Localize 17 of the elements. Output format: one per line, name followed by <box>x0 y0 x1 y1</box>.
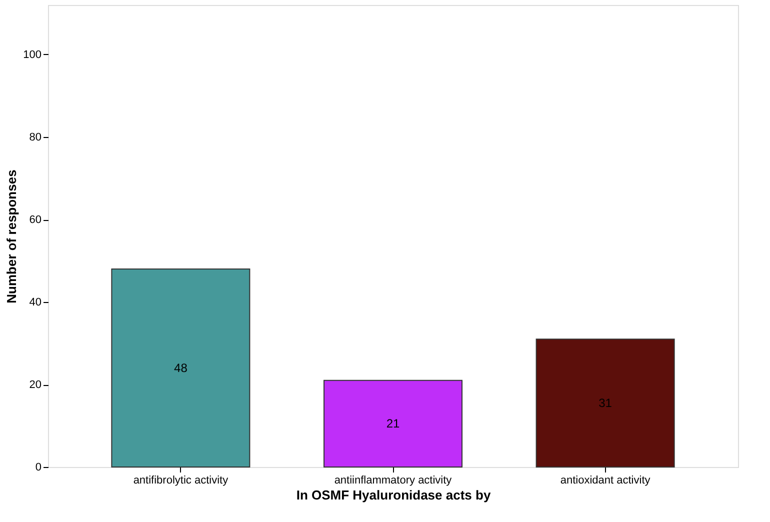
y-tick-label: 60 <box>29 214 42 226</box>
bar <box>536 338 675 468</box>
bar <box>111 268 250 468</box>
y-tick-label: 20 <box>29 379 42 391</box>
y-tick-label: 100 <box>23 49 42 61</box>
y-tick-label: 80 <box>29 132 42 144</box>
data-label: 31 <box>598 396 612 410</box>
y-tick-label: 0 <box>35 462 42 474</box>
x-axis-title: In OSMF Hyaluronidase acts by <box>296 488 492 502</box>
x-tick-label: antioxidant activity <box>560 474 651 486</box>
y-axis-title: Number of responses <box>4 170 20 304</box>
data-label: 48 <box>174 361 188 375</box>
data-label: 21 <box>386 416 400 431</box>
y-tick-label: 40 <box>29 296 42 308</box>
x-tick-label: antifibrolytic activity <box>133 474 229 486</box>
bar <box>324 380 462 468</box>
x-tick-label: antiinflammatory activity <box>334 474 452 486</box>
